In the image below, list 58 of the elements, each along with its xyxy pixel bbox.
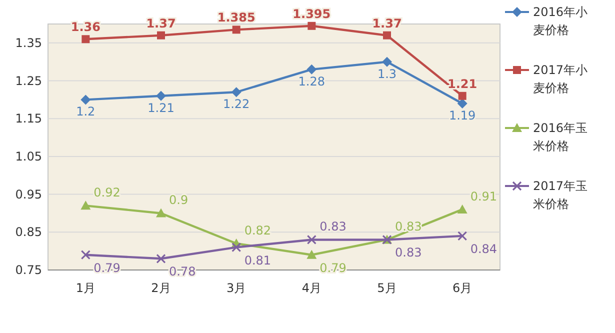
y-tick-label: 0.75 (15, 263, 42, 277)
y-tick-label: 1.15 (15, 112, 42, 126)
data-label: 1.385 (217, 10, 256, 25)
data-label: 1.395 (292, 6, 331, 21)
data-label: 1.37 (372, 16, 402, 30)
legend-label: 2017年玉米价格 (533, 179, 588, 211)
point (82, 35, 90, 44)
x-tick-label: 1月 (76, 281, 96, 295)
point (306, 64, 317, 74)
y-tick-label: 1.35 (15, 36, 42, 50)
data-label: 0.9 (169, 193, 188, 208)
point (306, 234, 316, 245)
point (80, 94, 91, 105)
point (80, 200, 91, 210)
point (156, 208, 166, 218)
point (306, 250, 317, 259)
point (382, 56, 392, 67)
data-label: 1.21 (448, 76, 478, 91)
point (156, 254, 166, 264)
data-label: 1.36 (70, 20, 100, 34)
point (458, 231, 468, 241)
point (232, 242, 242, 252)
point (157, 31, 165, 40)
point (457, 204, 468, 214)
point (383, 31, 391, 40)
x-tick-label: 2月 (151, 281, 171, 295)
data-label: 0.83 (320, 220, 346, 234)
y-tick-label: 0.85 (15, 225, 42, 240)
point (458, 92, 466, 100)
point (231, 87, 242, 98)
data-label: 1.37 (146, 16, 176, 30)
legend-label: 2016年小麦价格 (533, 5, 588, 37)
data-label: 1.28 (298, 74, 326, 88)
x-tick-label: 5月 (377, 281, 397, 295)
data-label: 0.92 (94, 186, 120, 200)
x-tick-label: 6月 (452, 281, 472, 295)
data-label: 1.21 (148, 100, 174, 115)
point (457, 98, 468, 108)
x-tick-label: 4月 (302, 281, 322, 295)
point (80, 250, 90, 260)
data-label: 0.83 (395, 246, 422, 260)
data-label: 1.2 (76, 104, 96, 119)
data-label: 1.19 (448, 108, 476, 122)
point (156, 90, 166, 101)
legend-label: 2016年玉米价格 (533, 121, 588, 153)
data-label: 0.81 (244, 253, 272, 268)
data-label: 0.84 (470, 242, 498, 256)
data-label: 1.3 (377, 66, 397, 81)
x-tick-label: 3月 (226, 281, 246, 295)
y-tick-label: 0.95 (15, 187, 42, 202)
point (308, 22, 316, 30)
y-tick-label: 1.05 (15, 149, 42, 164)
data-label: 1.22 (222, 97, 250, 112)
point (232, 26, 240, 34)
legend-label: 2017年小麦价格 (533, 63, 588, 95)
y-tick-label: 1.25 (15, 74, 42, 88)
data-label: 0.91 (470, 189, 498, 204)
data-label: 0.82 (244, 224, 272, 238)
